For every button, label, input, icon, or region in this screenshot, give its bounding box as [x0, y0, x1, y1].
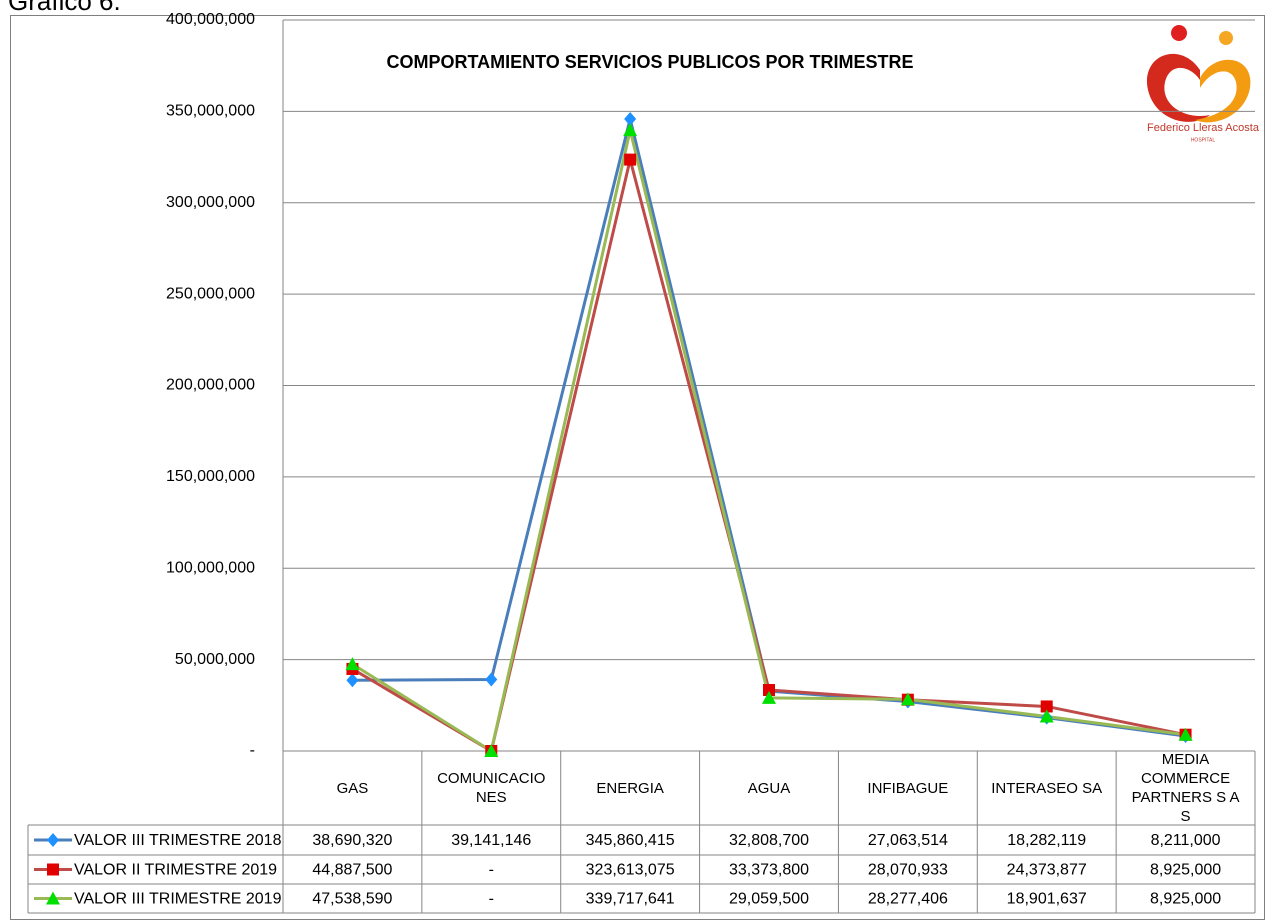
marker: [762, 690, 776, 704]
table-value: 24,373,877: [1007, 862, 1087, 879]
x-tick-label-box: GAS: [336, 779, 369, 797]
marker: [1040, 700, 1053, 713]
x-tick-label: MEDIA COMMERCE PARTNERS S A S: [1131, 751, 1240, 825]
y-tick-label: 100,000,000: [166, 559, 255, 576]
marker: [1039, 709, 1054, 723]
y-tick-label: 350,000,000: [166, 103, 255, 120]
y-tick-label: 400,000,000: [166, 11, 255, 28]
table-value: 323,613,075: [586, 862, 675, 879]
table-value: 339,717,641: [586, 891, 675, 908]
logo-subtitle: HOSPITAL: [1191, 137, 1216, 143]
table-value: 47,538,590: [312, 891, 392, 908]
y-tick-label: 250,000,000: [166, 285, 255, 302]
chart-border: [10, 15, 1265, 920]
table-value: 8,925,000: [1150, 891, 1221, 908]
x-tick-label: ENERGIA: [596, 779, 664, 797]
logo-shape: [1195, 59, 1251, 123]
x-tick-label: AGUA: [747, 779, 791, 797]
table-value: 18,901,637: [1007, 891, 1087, 908]
table-value: -: [489, 862, 494, 879]
marker: [345, 657, 360, 671]
y-tick-label: 300,000,000: [166, 194, 255, 211]
x-tick-label: INFIBAGUE: [867, 779, 949, 797]
logo-name: Federico Lleras Acosta: [1147, 122, 1260, 134]
series-line: [351, 159, 1186, 754]
marker: [46, 891, 60, 905]
marker: [900, 692, 915, 706]
marker: [484, 744, 499, 757]
y-tick-label: -: [250, 742, 255, 759]
legend-label: VALOR III TRIMESTRE 2019: [74, 891, 282, 908]
page-title: Gráfico 6.: [8, 0, 121, 16]
table-value: 28,277,406: [868, 891, 948, 908]
logo-dot: [1171, 25, 1187, 41]
table-value: 39,141,146: [451, 832, 531, 849]
marker: [47, 863, 59, 876]
marker: [47, 833, 59, 847]
x-tick-label-box: ENERGIA: [596, 779, 664, 797]
table-value: 18,282,119: [1007, 832, 1086, 849]
chart-title: COMPORTAMIENTO SERVICIOS PUBLICOS POR TR…: [386, 52, 913, 72]
x-tick-label: GAS: [336, 779, 369, 797]
logo-shape: [1146, 53, 1210, 122]
marker: [346, 673, 359, 688]
logo-dot: [1219, 31, 1233, 45]
y-tick-label: 200,000,000: [166, 377, 255, 394]
table-value: 8,925,000: [1150, 862, 1221, 879]
legend-label: VALOR III TRIMESTRE 2018: [74, 832, 282, 849]
series-line: [352, 118, 1186, 738]
marker: [623, 123, 638, 137]
x-tick-label-box: COMUNICACIONES: [437, 770, 546, 806]
x-tick-label-box: AGUA: [747, 779, 791, 797]
marker: [763, 684, 775, 697]
logo: Federico Lleras Acosta HOSPITAL: [1146, 25, 1260, 143]
table-value: 32,808,700: [729, 832, 809, 849]
legend-label: VALOR II TRIMESTRE 2019: [74, 862, 277, 879]
x-tick-label: COMUNICACIONES: [437, 770, 546, 806]
y-tick-label: 150,000,000: [166, 468, 255, 485]
marker: [624, 153, 637, 166]
y-tick-label: 50,000,000: [175, 651, 255, 668]
table-value: 44,887,500: [312, 862, 392, 879]
x-tick-label-box: INTERASEO SA: [991, 779, 1103, 797]
x-tick-label-box: INFIBAGUE: [867, 779, 949, 797]
table-value: 29,059,500: [729, 891, 809, 908]
marker: [1178, 727, 1193, 741]
table-value: 345,860,415: [586, 832, 675, 849]
marker: [485, 672, 498, 687]
marker: [624, 111, 637, 126]
table-value: 33,373,800: [729, 862, 809, 879]
series-line: [351, 129, 1186, 754]
x-tick-label: INTERASEO SA: [991, 779, 1103, 797]
x-tick-label-box: MEDIA COMMERCE PARTNERS S A S: [1131, 751, 1240, 825]
table-value: 8,211,000: [1151, 832, 1221, 849]
table-value: -: [489, 891, 494, 908]
table-value: 28,070,933: [868, 862, 948, 879]
table-value: 27,063,514: [868, 832, 948, 849]
table-value: 38,690,320: [312, 832, 392, 849]
